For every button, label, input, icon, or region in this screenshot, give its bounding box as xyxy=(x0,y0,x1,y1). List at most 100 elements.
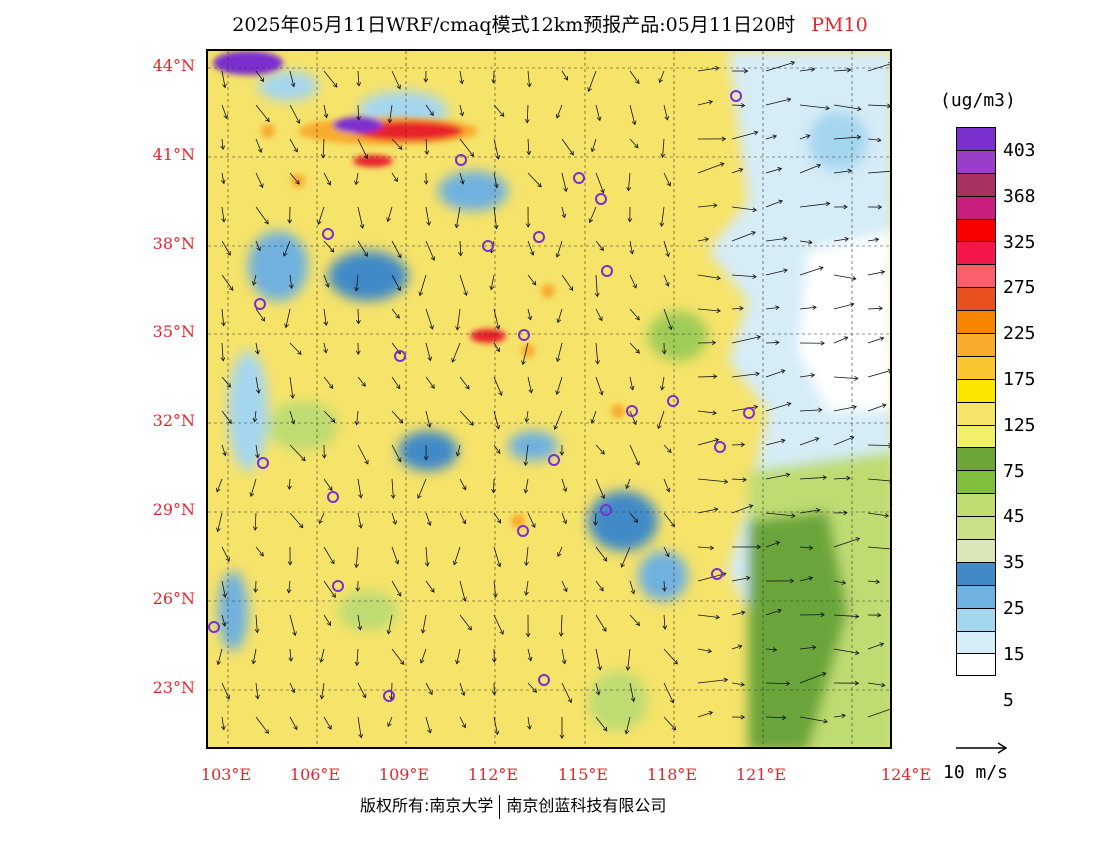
colorbar-swatch xyxy=(956,447,996,471)
wind-arrow-head xyxy=(557,552,562,557)
wind-arrow xyxy=(554,410,563,430)
wind-arrow xyxy=(629,580,635,594)
wind-arrow xyxy=(595,614,607,632)
concentration-patch xyxy=(218,571,248,651)
wind-arrow xyxy=(425,512,431,526)
wind-arrow-head xyxy=(877,137,882,143)
wind-arrow xyxy=(493,512,502,524)
wind-arrow xyxy=(391,70,401,89)
wind-arrow-head xyxy=(665,282,670,287)
wind-arrow-head xyxy=(292,631,297,637)
wind-arrow-head xyxy=(880,682,886,688)
wind-arrow xyxy=(561,172,567,192)
wind-arrow-head xyxy=(430,256,436,261)
wind-arrow-head xyxy=(556,318,562,324)
lat-label: 29°N xyxy=(152,500,195,519)
wind-arrow xyxy=(323,240,335,253)
wind-arrow-head xyxy=(495,347,500,353)
wind-arrow xyxy=(629,138,639,149)
wind-arrow-head xyxy=(216,660,222,666)
wind-arrow-head xyxy=(562,519,568,525)
hotspot xyxy=(470,329,506,343)
wind-arrow-head xyxy=(287,561,293,566)
wind-arrow xyxy=(561,206,566,218)
city-marker xyxy=(595,193,607,205)
colorbar-swatch xyxy=(956,149,996,173)
wind-arrow-head xyxy=(635,621,641,626)
wind-arrow-head xyxy=(665,552,670,558)
wind-arrow-head xyxy=(287,485,292,490)
wind-arrow xyxy=(629,274,637,289)
wind-arrow-head xyxy=(222,593,228,598)
wind-arrow-head xyxy=(891,707,892,711)
wind-arrow xyxy=(662,138,665,158)
wind-arrow-head xyxy=(462,597,467,602)
wind-arrow xyxy=(731,274,757,278)
wind-arrow xyxy=(731,478,747,481)
wind-arrow-head xyxy=(820,612,825,618)
map-canvas xyxy=(208,51,892,747)
wind-arrow-head xyxy=(225,694,231,700)
wind-arrow-head xyxy=(364,459,369,465)
wind-arrow xyxy=(425,206,430,226)
wind-arrow xyxy=(255,716,269,734)
wind-arrow-head xyxy=(491,691,497,696)
colorbar-swatch xyxy=(956,561,996,585)
wind-arrow-head xyxy=(753,404,759,410)
wind-arrow-head xyxy=(220,179,226,185)
wind-arrow xyxy=(459,104,463,116)
wind-arrow xyxy=(697,478,728,483)
wind-arrow-head xyxy=(225,557,230,562)
wind-arrow-head xyxy=(330,559,335,565)
wind-arrow xyxy=(663,274,669,287)
wind-arrow xyxy=(799,476,827,480)
wind-arrow-head xyxy=(524,418,530,423)
wind-arrow-head xyxy=(417,494,422,499)
wind-arrow xyxy=(765,237,787,242)
wind-arrow-head xyxy=(223,114,229,120)
wind-arrow xyxy=(217,512,223,532)
wind-arrow-head xyxy=(259,183,264,189)
wind-arrow xyxy=(527,716,531,730)
wind-arrow xyxy=(867,307,883,310)
wind-arrow xyxy=(323,410,336,423)
wind-arrow xyxy=(493,308,500,329)
wind-arrow-head xyxy=(221,321,226,327)
wind-arrow xyxy=(323,308,327,326)
wind-arrow xyxy=(833,648,859,654)
wind-arrow xyxy=(799,409,822,412)
wind-arrow xyxy=(799,646,816,650)
wind-arrow-head xyxy=(846,475,851,481)
wind-arrow xyxy=(526,104,529,123)
wind-arrow xyxy=(833,537,860,548)
wind-arrow xyxy=(657,410,665,429)
wind-arrow xyxy=(417,478,427,499)
wind-arrow xyxy=(357,308,359,324)
wind-arrow xyxy=(799,306,817,310)
wind-arrow-head xyxy=(363,252,368,257)
wind-arrow xyxy=(833,136,861,140)
wind-arrow xyxy=(867,138,881,141)
wind-arrow-head xyxy=(593,521,598,526)
wind-arrow xyxy=(799,374,815,378)
wind-arrow xyxy=(560,614,563,637)
wind-arrow xyxy=(626,478,631,489)
wind-arrow-head xyxy=(594,292,600,298)
wind-arrow xyxy=(493,546,501,567)
wind-arrow xyxy=(456,308,461,330)
wind-arrow-head xyxy=(455,659,460,665)
wind-arrow-head xyxy=(595,690,601,696)
wind-arrow-head xyxy=(327,725,332,730)
lon-label: 106°E xyxy=(289,765,341,784)
city-marker xyxy=(600,504,612,516)
wind-arrow-head xyxy=(358,493,363,499)
hotspot xyxy=(521,344,535,358)
wind-arrow xyxy=(425,716,431,734)
wind-arrow xyxy=(493,104,505,117)
colorbar-label: 15 xyxy=(1003,643,1025,665)
wind-arrow-head xyxy=(755,371,760,377)
wind-arrow xyxy=(799,437,819,446)
wind-arrow xyxy=(252,648,257,664)
wind-arrow-head xyxy=(555,357,561,363)
wind-arrow-head xyxy=(841,713,846,719)
